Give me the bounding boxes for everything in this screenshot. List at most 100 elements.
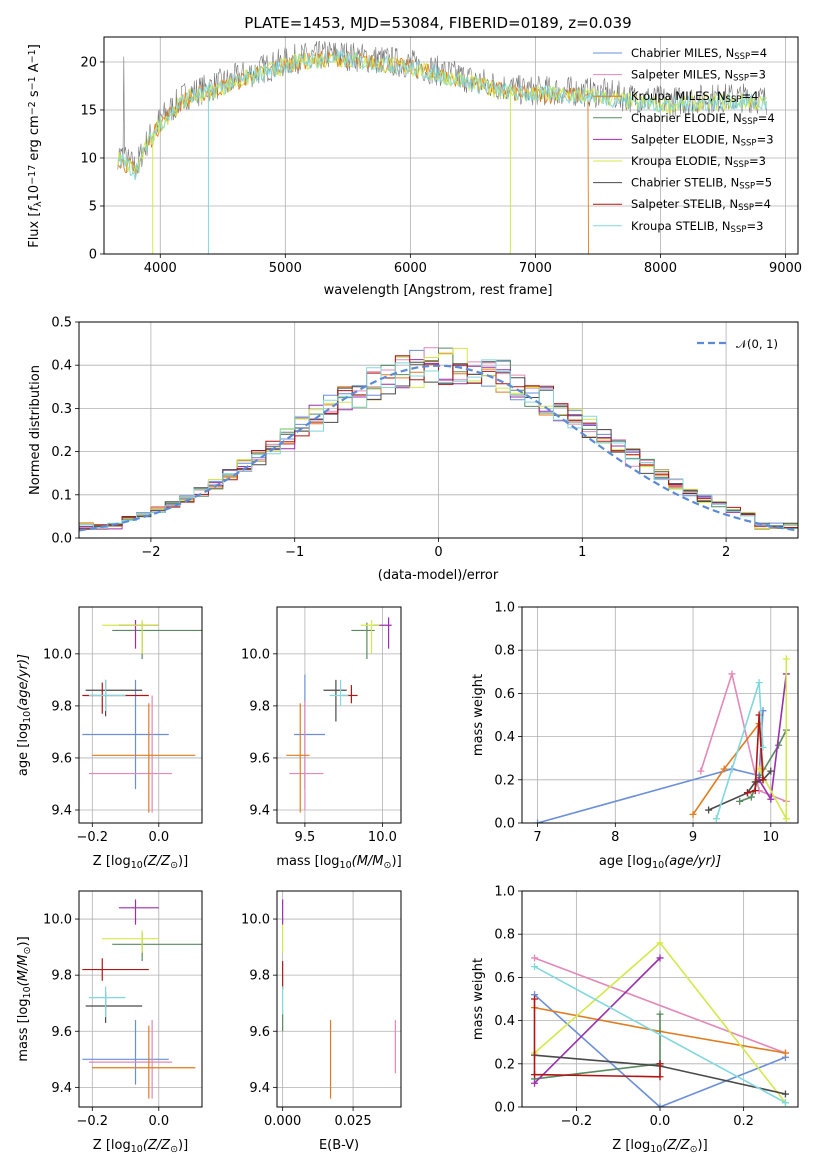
plot-area-residuals bbox=[79, 347, 798, 532]
y-axis-label: age [log10(age/yr)] bbox=[16, 654, 33, 776]
x-axis-label: mass [log10(M/M⊙)] bbox=[276, 854, 401, 871]
x-axis-label: E(B-V) bbox=[319, 1138, 359, 1153]
x-axis-label-part: (M/M bbox=[352, 854, 384, 869]
x-axis-label-part: (Z/Z bbox=[662, 1138, 690, 1153]
grid-age_vs_mass bbox=[277, 607, 401, 823]
x-tick-label: −1 bbox=[285, 545, 304, 560]
x-tick-label: 1 bbox=[578, 545, 586, 560]
y-axis-label: mass [log10(M/M⊙)] bbox=[16, 936, 33, 1061]
x-axis-label-part: (Z/Z bbox=[143, 1138, 171, 1153]
weight-point-salpeter_stelib bbox=[531, 995, 539, 1003]
x-tick-label: 0.000 bbox=[264, 1114, 301, 1129]
legend-entry-part: =3 bbox=[746, 219, 763, 233]
axes-frame bbox=[521, 890, 799, 1108]
weight-line-salpeter_miles bbox=[534, 957, 786, 1054]
x-axis-label-part: 10 bbox=[340, 860, 352, 871]
y-tick-label: 9.4 bbox=[249, 1081, 270, 1096]
x-axis-label-part: (Z/Z bbox=[143, 854, 171, 869]
x-axis-label-part: mass [log bbox=[276, 854, 339, 869]
weight-point-salpeter_elodie bbox=[531, 1079, 539, 1087]
y-tick-label: 0.2 bbox=[51, 445, 72, 460]
y-axis-label-part: 10 bbox=[22, 711, 33, 723]
y-tick-label: 9.8 bbox=[51, 969, 72, 984]
weight-point-salpeter_stelib bbox=[751, 787, 759, 795]
x-tick-label: −0.2 bbox=[77, 1114, 109, 1129]
weight-point-chabrier_elodie bbox=[747, 793, 755, 801]
x-tick-label: 9000 bbox=[769, 261, 802, 276]
legend-entry-part: Salpeter STELIB, N bbox=[631, 197, 738, 211]
weight-point-kroupa_stelib bbox=[759, 743, 767, 751]
y-tick-label: 9.8 bbox=[249, 699, 270, 714]
y-axis-label-part: λ bbox=[33, 201, 44, 207]
x-tick-label: 6000 bbox=[394, 261, 427, 276]
legend-entry-part: =4 bbox=[758, 111, 775, 125]
axes-frame bbox=[103, 36, 799, 255]
x-axis-label: age [log10(age/yr)] bbox=[599, 854, 721, 871]
y-axis-label-part: −1 bbox=[27, 76, 38, 90]
axes-frame bbox=[78, 321, 799, 539]
x-tick-label: 0.0 bbox=[148, 830, 169, 845]
legend-entry-part: SSP bbox=[734, 52, 750, 62]
x-axis-label-part: 10 bbox=[652, 860, 664, 871]
x-tick-label: 0.2 bbox=[733, 1114, 754, 1129]
y-axis-label-part: f bbox=[27, 205, 42, 212]
weight-point-kroupa_stelib bbox=[712, 815, 720, 823]
panel-mass_vs_ebv: 0.000 0.025 9.4 9.6 9.8 10.0 E(B-V) bbox=[241, 890, 402, 1153]
x-axis-label-part: E(B-V) bbox=[319, 1138, 359, 1153]
y-axis-label-part: ⊙ bbox=[22, 947, 33, 955]
grid-mass_vs_z bbox=[79, 891, 202, 1107]
weight-point-salpeter_stelib bbox=[743, 789, 751, 797]
x-axis-label-part: )] bbox=[178, 854, 188, 869]
weight-point-salpeter_stelib bbox=[656, 1060, 664, 1068]
x-axis-label-part: 10 bbox=[131, 1144, 143, 1155]
legend-entry-part: =3 bbox=[749, 154, 766, 168]
y-axis-label-part: −1 bbox=[27, 49, 38, 63]
legend-entry: Kroupa ELODIE, NSSP=3 bbox=[631, 154, 766, 170]
plot-area-weight_vs_age bbox=[534, 655, 790, 823]
weight-line-chabrier_miles bbox=[537, 710, 764, 823]
axes-frame bbox=[521, 606, 799, 824]
y-axis-label-part: 10 bbox=[22, 986, 33, 998]
x-tick-label: 0.0 bbox=[650, 1114, 671, 1129]
y-tick-label: 9.4 bbox=[51, 1081, 72, 1096]
x-tick-label: 8000 bbox=[644, 261, 677, 276]
legend-entry-part: SSP bbox=[733, 160, 749, 170]
y-tick-label: 9.8 bbox=[249, 969, 270, 984]
weight-point-kroupa_miles bbox=[689, 810, 697, 818]
y-tick-label: 0.0 bbox=[494, 1101, 515, 1116]
x-axis-label-part: )] bbox=[392, 854, 402, 869]
legend-residuals: 𝒩(0, 1) bbox=[697, 337, 778, 351]
weight-point-salpeter_miles bbox=[728, 670, 736, 678]
legend-entry: Chabrier MILES, NSSP=4 bbox=[631, 46, 767, 62]
legend-entry-part: =4 bbox=[750, 46, 767, 60]
legend-entry-part: =4 bbox=[754, 197, 771, 211]
x-axis-label: Z [log10(Z/Z⊙)] bbox=[93, 854, 188, 871]
plot-area-spectrum bbox=[117, 40, 768, 254]
x-axis-label-part: 10 bbox=[650, 1144, 662, 1155]
weight-point-salpeter_stelib bbox=[759, 776, 767, 784]
x-tick-label: 7000 bbox=[519, 261, 552, 276]
x-axis-label-part: Z [log bbox=[93, 854, 131, 869]
legend-entry-part: =3 bbox=[749, 68, 766, 82]
y-tick-label: 9.6 bbox=[51, 1025, 72, 1040]
legend-entry-part: SSP bbox=[726, 95, 742, 105]
y-axis-label-part: )] bbox=[16, 936, 31, 946]
axes-frame bbox=[276, 606, 402, 824]
y-axis-label-part: −17 bbox=[27, 165, 38, 185]
weight-point-chabrier_elodie bbox=[656, 1010, 664, 1018]
weight-point-salpeter_miles bbox=[531, 954, 539, 962]
weight-point-salpeter_elodie bbox=[656, 954, 664, 962]
y-tick-label: 9.4 bbox=[249, 803, 270, 818]
legend-entry: Chabrier STELIB, NSSP=5 bbox=[631, 176, 772, 192]
x-axis-label: wavelength [Angstrom, rest frame] bbox=[324, 283, 553, 298]
x-tick-label: −0.2 bbox=[561, 1114, 593, 1129]
x-axis-label-part: Z [log bbox=[612, 1138, 650, 1153]
y-tick-label: 0.6 bbox=[494, 687, 515, 702]
y-tick-label: 10.0 bbox=[43, 647, 72, 662]
x-axis-label-part: 10 bbox=[131, 860, 143, 871]
weight-point-salpeter_stelib bbox=[656, 1073, 664, 1081]
x-tick-label: 9 bbox=[689, 830, 697, 845]
legend-entry-part: Kroupa MILES, N bbox=[631, 89, 726, 103]
y-axis-label-part: (age/yr)] bbox=[16, 654, 31, 711]
